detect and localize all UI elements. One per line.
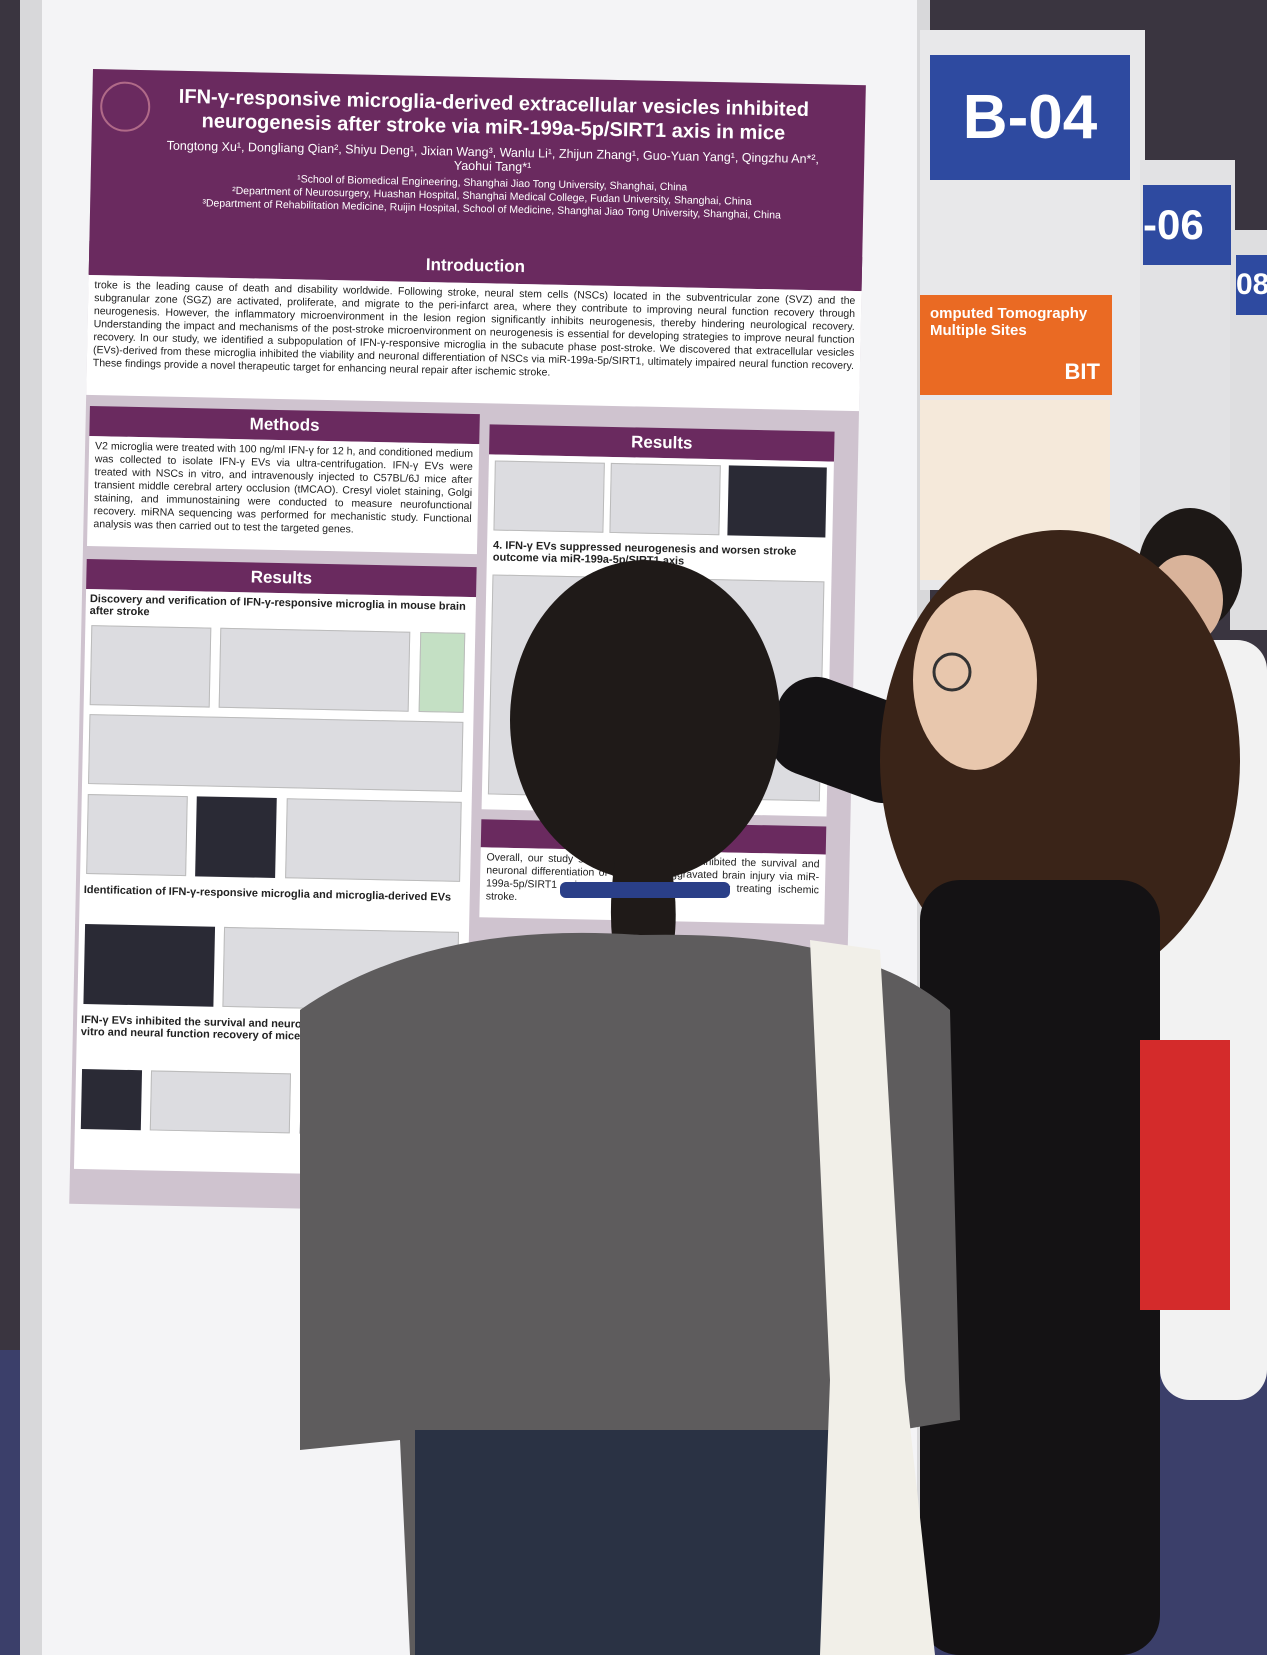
- methods-text: V2 microglia were treated with 100 ng/ml…: [87, 436, 480, 555]
- figure-panel: [285, 798, 462, 882]
- board-label: B-04: [930, 55, 1130, 180]
- poster: IFN-γ-responsive microglia-derived extra…: [69, 69, 866, 1220]
- figure-panel: [222, 926, 460, 1012]
- figure-panel: [487, 574, 633, 798]
- figure-panel: [218, 627, 411, 712]
- figure-panel: [195, 796, 277, 878]
- neighbor-poster-logo: BIT: [1064, 359, 1100, 384]
- figure-panel: [83, 924, 216, 1007]
- neighbor-poster-body: [920, 400, 1110, 580]
- poster-title: IFN-γ-responsive microglia-derived extra…: [178, 85, 810, 145]
- figure-panel: [149, 1070, 292, 1134]
- board-label: 08: [1236, 255, 1267, 315]
- results-subheading: 4. IFN-γ EVs suppressed neurogenesis and…: [492, 539, 797, 568]
- conclusion-text: Overall, our study showed that IFN-γ EVs…: [479, 847, 826, 925]
- neighbor-poster-title: omputed Tomography Multiple Sites: [930, 305, 1088, 339]
- figure-panel: [418, 631, 466, 713]
- introduction-text: troke is the leading cause of death and …: [86, 274, 862, 412]
- neighbor-poster-header: omputed Tomography Multiple Sites BIT: [920, 295, 1112, 395]
- results-panel: 4. IFN-γ EVs suppressed neurogenesis and…: [481, 454, 834, 817]
- figure-panel: [727, 465, 827, 538]
- figure-panel: [636, 577, 825, 802]
- figure-panel: [493, 460, 605, 533]
- board-label: -06: [1143, 185, 1231, 265]
- figure-panel: [89, 625, 212, 708]
- results-panel: Discovery and verification of IFN-γ-resp…: [73, 588, 477, 1178]
- results-subheading: Discovery and verification of IFN-γ-resp…: [89, 593, 466, 619]
- university-logo: [99, 81, 151, 133]
- figure-panel: [609, 462, 721, 536]
- figure-panel: [86, 794, 188, 877]
- figure-panel: [299, 1073, 361, 1135]
- figure-panel: [80, 1068, 143, 1131]
- figure-panel: [88, 714, 464, 792]
- results-subheading: IFN-γ EVs inhibited the survival and neu…: [80, 1013, 453, 1043]
- results-subheading: Identification of IFN-γ-responsive micro…: [83, 883, 452, 904]
